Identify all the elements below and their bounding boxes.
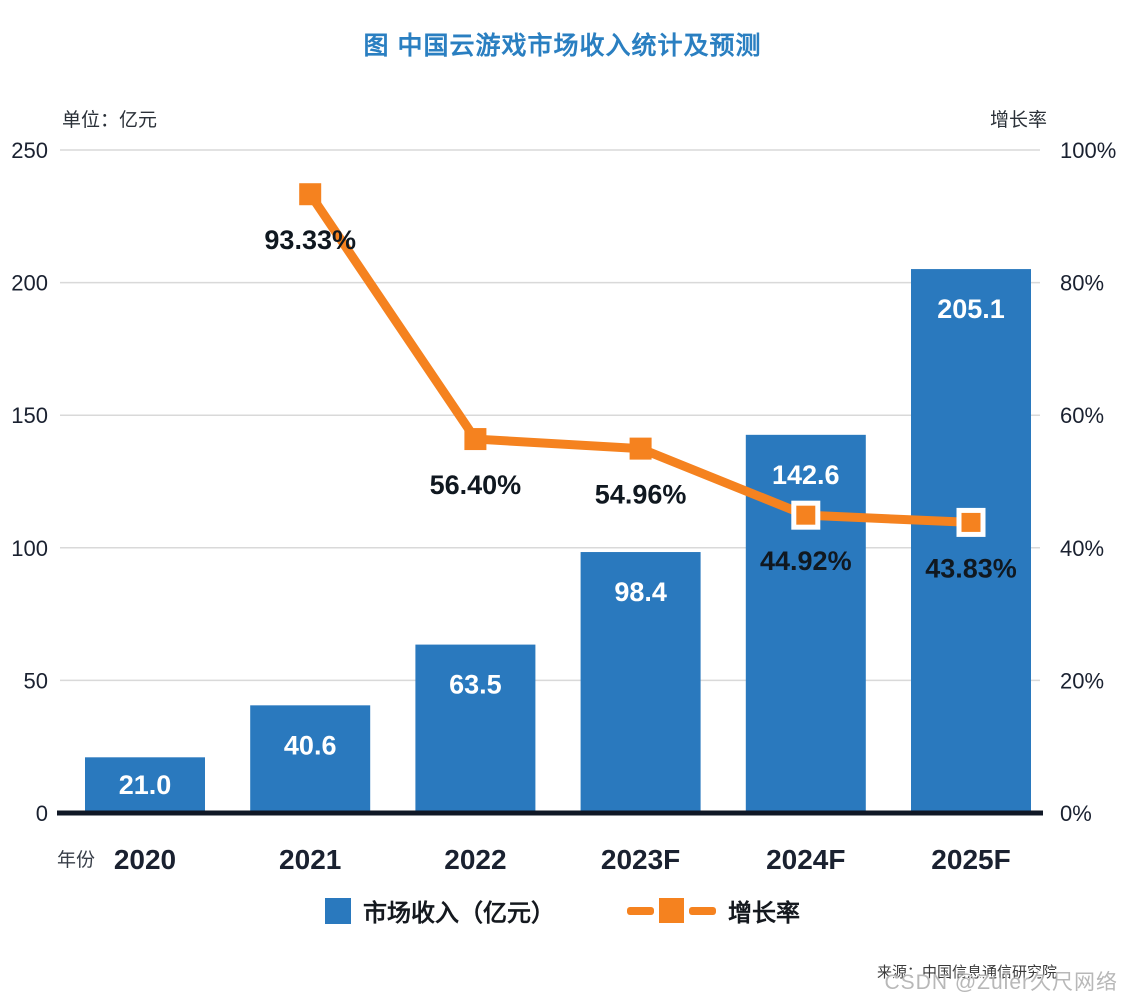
chart-title: 图 中国云游戏市场收入统计及预测 xyxy=(363,32,762,60)
bar-2020 xyxy=(85,757,205,813)
growth-value-label: 43.83% xyxy=(925,553,1017,583)
bar-value-label: 98.4 xyxy=(614,577,667,607)
right-axis-tick: 80% xyxy=(1060,271,1104,296)
x-axis-label-2020: 2020 xyxy=(114,844,176,875)
growth-rate-line xyxy=(306,191,972,527)
bar-value-label: 63.5 xyxy=(449,670,502,700)
bar-2023F xyxy=(580,552,701,813)
right-axis-tick: 40% xyxy=(1060,536,1104,561)
growth-value-label: 93.33% xyxy=(264,225,356,255)
chart-legend: 市场收入（亿元） 增长率 xyxy=(0,893,1125,928)
x-axis-label-2025F: 2025F xyxy=(931,844,1010,875)
growth-marker-2024F xyxy=(791,500,821,530)
left-axis-unit-label: 单位：亿元 xyxy=(62,110,158,131)
right-axis-unit-label: 增长率 xyxy=(989,110,1047,131)
growth-marker-2021 xyxy=(299,183,322,206)
x-axis-label-2023F: 2023F xyxy=(601,844,680,875)
source-attribution: 来源：中国信息通信研究院 xyxy=(876,964,1057,981)
x-axis-label-2024F: 2024F xyxy=(766,844,845,875)
bar-value-label: 21.0 xyxy=(119,770,172,800)
growth-marker-2023F xyxy=(629,437,652,460)
right-axis-tick: 100% xyxy=(1060,138,1116,163)
growth-marker-2022 xyxy=(464,428,487,451)
left-axis-tick: 250 xyxy=(11,138,48,163)
right-axis-tick: 60% xyxy=(1060,403,1104,428)
left-axis-tick: 50 xyxy=(24,668,48,693)
x-axis-title: 年份 xyxy=(57,849,95,871)
x-axis-label-2021: 2021 xyxy=(279,844,341,875)
left-axis-tick: 150 xyxy=(11,403,48,428)
right-axis-tick: 0% xyxy=(1060,801,1092,826)
left-axis-tick: 0 xyxy=(36,801,48,826)
bar-2022 xyxy=(415,644,536,813)
growth-legend-label: 增长率 xyxy=(728,900,800,927)
revenue-legend-swatch xyxy=(325,897,351,924)
x-axis-label-2022: 2022 xyxy=(444,844,506,875)
bar-value-label: 205.1 xyxy=(937,294,1005,324)
right-axis-tick: 20% xyxy=(1060,668,1104,693)
bar-2024F xyxy=(745,434,866,813)
bar-2021 xyxy=(250,705,371,813)
left-axis-tick: 200 xyxy=(11,271,48,296)
growth-marker-2025F xyxy=(956,507,986,537)
revenue-legend-label: 市场收入（亿元） xyxy=(363,900,555,927)
growth-value-label: 44.92% xyxy=(760,546,852,576)
growth-value-label: 56.40% xyxy=(430,470,522,500)
bar-2025F xyxy=(911,269,1031,813)
bar-value-label: 40.6 xyxy=(284,730,337,760)
left-axis-tick: 100 xyxy=(11,536,48,561)
growth-value-label: 54.96% xyxy=(595,480,687,510)
watermark: CSDN @Zuler久尺网络 xyxy=(884,971,1118,994)
growth-legend-marker-icon xyxy=(627,898,716,923)
bar-value-label: 142.6 xyxy=(772,460,840,490)
